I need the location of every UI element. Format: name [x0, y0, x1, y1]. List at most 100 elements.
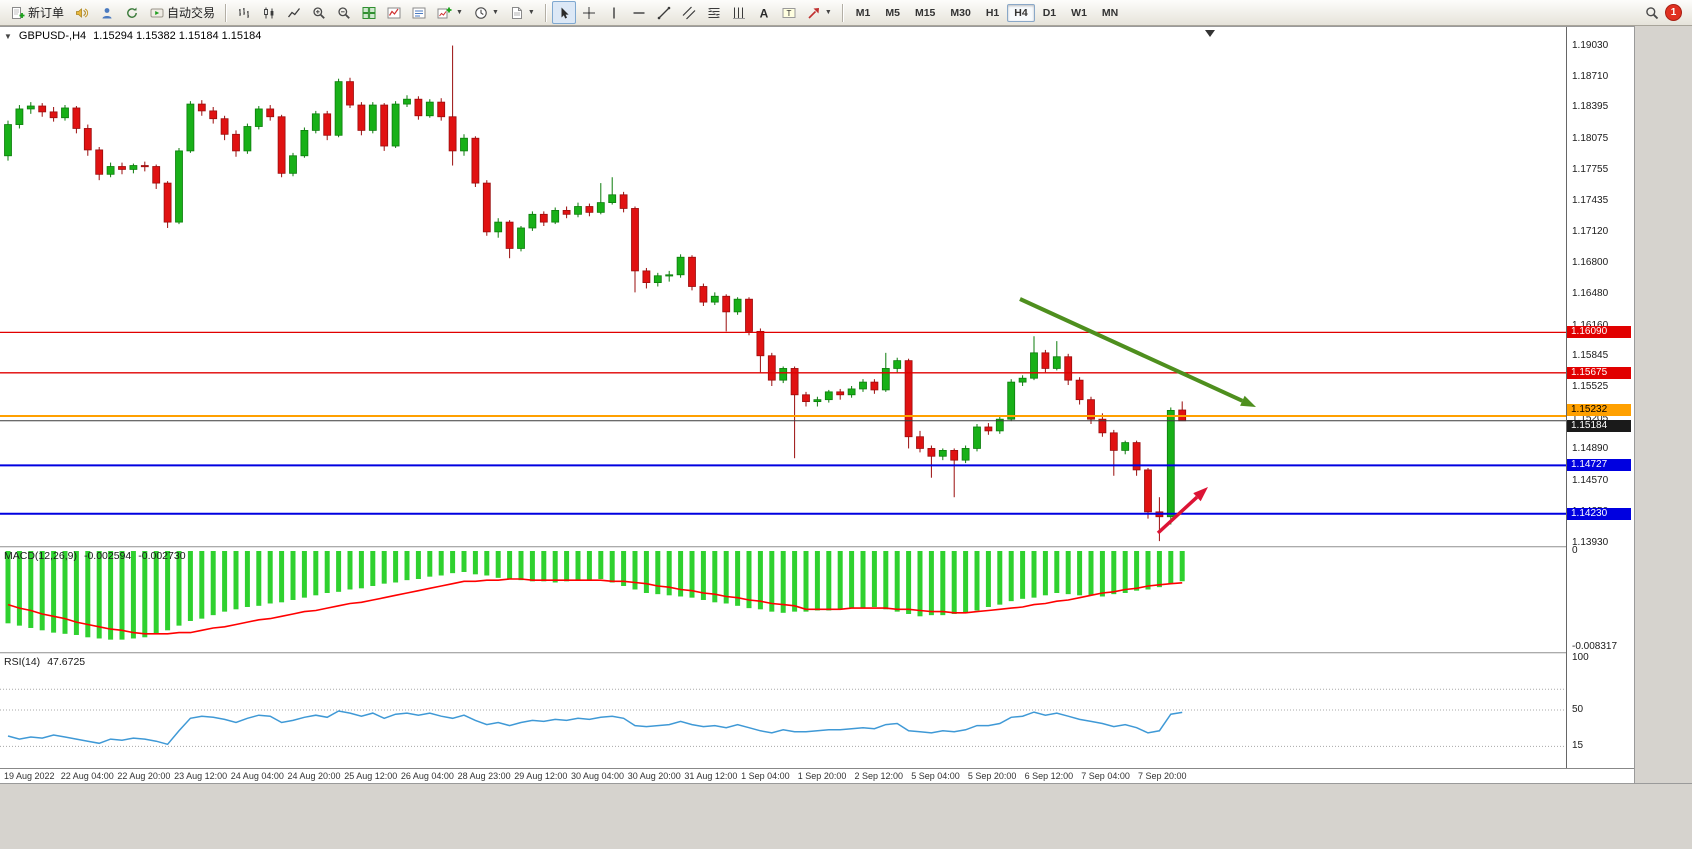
- templates-button[interactable]: ▼: [505, 1, 540, 24]
- new-order-button[interactable]: 新订单: [6, 1, 69, 24]
- time-label: 26 Aug 04:00: [400, 771, 454, 781]
- rsi-panel[interactable]: RSI(14) 47.6725: [0, 654, 1566, 767]
- downtrend-arrow[interactable]: [1019, 297, 1256, 407]
- price-tick: 1.17120: [1572, 225, 1609, 237]
- arrow-shape-icon: [807, 6, 821, 20]
- add-indicator-button[interactable]: ▼: [432, 1, 468, 24]
- timeframe-h1[interactable]: H1: [985, 6, 1000, 19]
- time-label: 31 Aug 12:00: [684, 771, 738, 781]
- horn-icon: [75, 6, 89, 20]
- candlestick-chart-button[interactable]: [257, 1, 281, 24]
- time-label: 24 Aug 04:00: [230, 771, 284, 781]
- time-axis[interactable]: 19 Aug 2022 22 Aug 04:00 22 Aug 20:00 23 Au…: [0, 768, 1634, 784]
- candlestick-chart[interactable]: [0, 27, 1566, 546]
- time-label: 7 Sep 20:00: [1138, 771, 1187, 781]
- notifications-badge[interactable]: 1: [1665, 4, 1682, 21]
- macd-panel[interactable]: MACD(12,26,9) -0.002594 -0.002730: [0, 548, 1566, 652]
- autotrading-button[interactable]: 自动交易: [145, 1, 220, 24]
- trendline-button[interactable]: [652, 1, 676, 24]
- price-scale[interactable]: 1.19030 1.18710 1.18395 1.18075 1.17755 1.174…: [1566, 27, 1634, 768]
- fibonacci-button[interactable]: [702, 1, 726, 24]
- macd-axis-label: 0: [1572, 545, 1578, 556]
- tile-windows-button[interactable]: [357, 1, 381, 24]
- timeframe-h4[interactable]: H4: [1007, 3, 1035, 22]
- rsi-chart: [0, 688, 1566, 747]
- text-button[interactable]: A: [752, 1, 776, 24]
- indicators-list-button[interactable]: [382, 1, 406, 24]
- periods-button[interactable]: ▼: [469, 1, 504, 24]
- timeframe-m1[interactable]: M1: [855, 6, 871, 19]
- line-chart-icon: [287, 6, 301, 20]
- timeframe-m15[interactable]: M15: [914, 6, 936, 19]
- chevron-down-icon[interactable]: ▼: [824, 9, 832, 16]
- refresh-button[interactable]: [120, 1, 144, 24]
- market-watch-button[interactable]: [95, 1, 119, 24]
- timeframe-m30[interactable]: M30: [950, 6, 971, 19]
- time-label: 22 Aug 20:00: [117, 771, 171, 781]
- macd-chart: [5, 551, 1185, 640]
- svg-text:A: A: [760, 6, 769, 20]
- toolbar-separator: [841, 3, 844, 22]
- main-chart-panel[interactable]: ▼ GBPUSD-,H4 1.15294 1.15382 1.15184 1.1…: [0, 27, 1566, 546]
- add-indicator-icon: [437, 6, 452, 20]
- profile-icon: [100, 6, 114, 20]
- bounce-arrow[interactable]: [1156, 487, 1208, 535]
- cycle-lines-icon: [732, 6, 746, 20]
- support-1-tag: 1.14727: [1567, 459, 1631, 472]
- workspace-background: [1634, 26, 1692, 783]
- tile-windows-icon: [362, 6, 376, 20]
- chevron-down-icon[interactable]: ▼: [491, 9, 499, 16]
- timeframe-m5[interactable]: M5: [885, 6, 900, 19]
- panel-separator[interactable]: [0, 546, 1634, 548]
- equidistant-channel-button[interactable]: [677, 1, 701, 24]
- time-label: 24 Aug 20:00: [287, 771, 341, 781]
- time-label: 19 Aug 2022: [4, 771, 55, 781]
- rsi-title: RSI(14): [4, 656, 41, 668]
- text-icon: A: [757, 6, 771, 20]
- arrows-layer: [1019, 297, 1256, 535]
- timeframe-mn[interactable]: MN: [1101, 6, 1119, 19]
- panel-separator[interactable]: [0, 652, 1634, 654]
- one-click-trading-arrow-icon[interactable]: ▼: [4, 31, 12, 41]
- fibonacci-icon: [707, 6, 721, 20]
- bid-price-tag: 1.15184: [1567, 419, 1631, 432]
- cursor-button[interactable]: [551, 1, 576, 24]
- search-button[interactable]: [1640, 1, 1664, 24]
- time-label: 5 Sep 04:00: [911, 771, 960, 781]
- text-label-icon: T: [782, 6, 796, 20]
- price-tick: 1.18395: [1572, 101, 1609, 113]
- candlestick-icon: [262, 6, 276, 20]
- time-label: 5 Sep 20:00: [967, 771, 1017, 781]
- macd-value-main: -0.002594: [83, 550, 132, 562]
- zoom-out-button[interactable]: [332, 1, 356, 24]
- channel-icon: [682, 6, 696, 20]
- cycle-lines-button[interactable]: [727, 1, 751, 24]
- rsi-axis-label: 15: [1572, 740, 1584, 752]
- time-label: 1 Sep 20:00: [797, 771, 847, 781]
- price-tick: 1.18075: [1572, 132, 1609, 144]
- price-tick: 1.13930: [1572, 537, 1609, 549]
- arrows-button[interactable]: ▼: [802, 1, 837, 24]
- macd-axis-label: -0.008317: [1572, 641, 1618, 652]
- timeframe-d1[interactable]: D1: [1042, 6, 1057, 19]
- sound-alert-button[interactable]: [70, 1, 94, 24]
- chevron-down-icon[interactable]: ▼: [527, 9, 535, 16]
- bar-chart-button[interactable]: [232, 1, 256, 24]
- pivot-orange-tag: 1.15232: [1567, 404, 1631, 417]
- vertical-line-button[interactable]: [602, 1, 626, 24]
- scroll-to-end-marker-icon[interactable]: [1205, 30, 1215, 37]
- time-label: 29 Aug 12:00: [514, 771, 568, 781]
- crosshair-button[interactable]: [577, 1, 601, 24]
- chevron-down-icon[interactable]: ▼: [456, 9, 463, 16]
- line-chart-button[interactable]: [282, 1, 306, 24]
- price-tick: 1.18710: [1572, 70, 1609, 82]
- horizontal-line-button[interactable]: [627, 1, 651, 24]
- refresh-icon: [125, 6, 139, 20]
- text-label-button[interactable]: T: [777, 1, 801, 24]
- crosshair-icon: [582, 6, 596, 20]
- zoom-in-button[interactable]: [307, 1, 331, 24]
- timeframe-w1[interactable]: W1: [1071, 6, 1087, 19]
- time-label: 30 Aug 20:00: [627, 771, 681, 781]
- time-label: 28 Aug 23:00: [457, 771, 511, 781]
- objects-list-button[interactable]: [407, 1, 431, 24]
